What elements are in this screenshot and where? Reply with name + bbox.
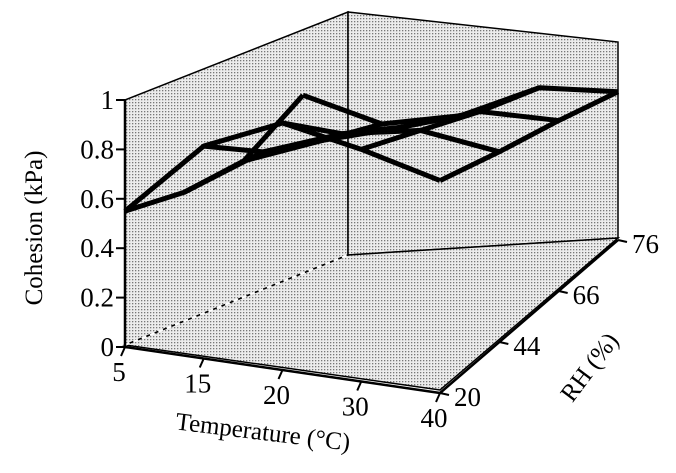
floor-gridline (124, 254, 349, 346)
mesh-line-temp-30 (360, 85, 541, 152)
y-tick-mark (499, 341, 509, 345)
y-tick-mark (439, 392, 450, 396)
y-tick-label: 44 (513, 331, 541, 361)
mesh-line-temp-20 (282, 113, 461, 137)
y-tick-mark (558, 290, 568, 294)
x-tick-label: 30 (342, 392, 369, 422)
y-tick-label: 76 (632, 229, 659, 259)
surface-mesh (123, 85, 620, 214)
z-tick-label: 0.2 (80, 283, 114, 313)
x-tick-mark (356, 381, 363, 391)
z-axis-title: Cohesion (kPa) (21, 151, 48, 306)
z-tick-label: 0.6 (80, 184, 114, 214)
z-tick-label: 0 (101, 332, 115, 362)
floor (122, 237, 621, 391)
x-tick-label: 20 (263, 380, 290, 410)
y-tick-mark (617, 239, 628, 243)
y-tick-label: 20 (454, 382, 481, 412)
mesh-line-temp-40 (438, 89, 620, 183)
x-tick-label: 40 (421, 403, 448, 433)
y-axis-title: RH (%) (556, 328, 625, 407)
x-tick-mark (277, 369, 284, 380)
x-tick-mark (120, 346, 126, 357)
mesh-line-temp-5 (124, 93, 305, 214)
x-tick-label: 5 (112, 357, 126, 387)
z-tick-label: 0.8 (80, 134, 114, 164)
z-tick-label: 0.4 (80, 233, 114, 263)
x-axis-title: Temperature (°C) (174, 408, 352, 456)
y-axis-line (439, 239, 619, 394)
x-tick-mark (198, 358, 205, 368)
z-tick-label: 1 (101, 85, 115, 115)
y-tick-label: 66 (573, 280, 600, 310)
x-tick-mark (435, 392, 441, 403)
x-tick-label: 15 (184, 369, 211, 399)
